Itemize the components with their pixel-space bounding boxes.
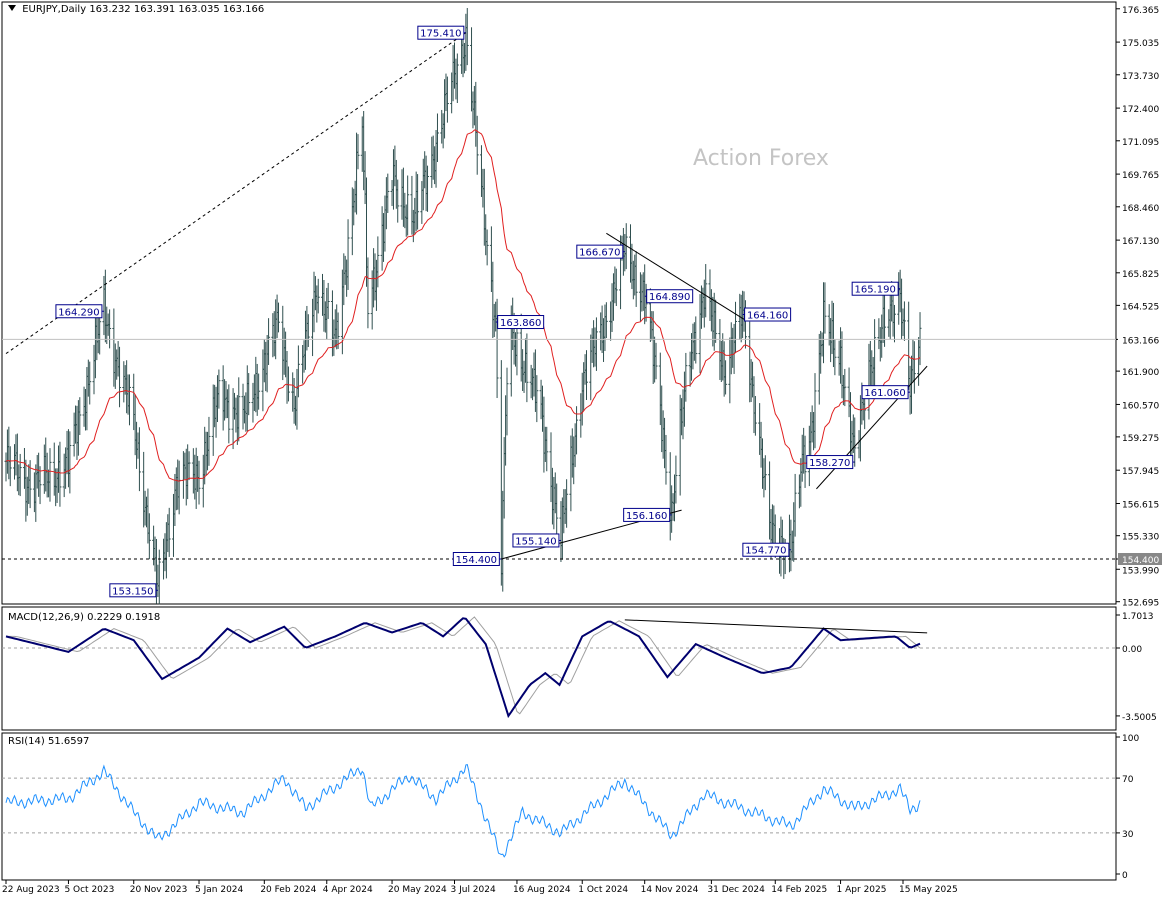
annotation-label: 166.670 [579, 248, 620, 259]
price-axis-label: 163.166 [1122, 336, 1159, 346]
price-axis-label: 175.035 [1122, 39, 1159, 49]
price-axis-badge [1118, 553, 1162, 565]
rsi-pane-frame [1, 732, 1117, 881]
annotation-box [109, 583, 157, 598]
annotation-label: 164.890 [649, 292, 690, 303]
annotation-label: 161.060 [864, 388, 905, 399]
annotation-box [417, 25, 465, 40]
x-axis-label: 20 Feb 2024 [260, 885, 316, 895]
macd-pane-frame [1, 606, 1117, 731]
watermark: Action Forex [693, 146, 829, 171]
price-pane-frame [1, 1, 1117, 605]
macd-signal-line [6, 616, 921, 715]
x-axis-label: 5 Oct 2023 [64, 885, 114, 895]
price-axis-label: 157.945 [1122, 467, 1159, 477]
macd-axis-label: 1.7013 [1122, 612, 1154, 622]
x-axis-label: 3 Jul 2024 [451, 885, 496, 895]
rsi-axis-label: 30 [1122, 830, 1134, 840]
x-axis-label: 14 Feb 2025 [771, 885, 827, 895]
annotation-box [512, 533, 560, 548]
price-axis-label: 156.615 [1122, 501, 1159, 511]
x-axis-label: 14 Nov 2024 [641, 885, 699, 895]
price-axis-label: 153.990 [1122, 566, 1159, 576]
annotation-label: 164.160 [747, 311, 788, 322]
annotation-label: 158.270 [809, 458, 850, 469]
macd-title: MACD(12,26,9) 0.2229 0.1918 [8, 612, 161, 623]
price-axis-label: 155.330 [1122, 533, 1159, 543]
price-axis-label: 169.765 [1122, 171, 1159, 181]
annotation-label: 154.770 [745, 546, 786, 557]
x-axis-label: 1 Oct 2024 [578, 885, 628, 895]
x-axis-label: 22 Aug 2023 [2, 885, 60, 895]
annotation-box [646, 289, 694, 304]
rsi-line [5, 764, 921, 858]
price-axis-label: 167.130 [1122, 237, 1159, 247]
annotation-label: 154.400 [456, 555, 497, 566]
annotation-label: 156.160 [626, 511, 667, 522]
price-axis-label: 173.730 [1122, 72, 1159, 82]
macd-axis-label: -3.5005 [1122, 713, 1157, 723]
macd-line [5, 617, 921, 719]
x-axis-label: 5 Jan 2024 [195, 885, 243, 895]
macd-axis-label: 0.00 [1122, 645, 1142, 655]
annotation-label: 165.190 [854, 285, 895, 296]
x-axis-label: 16 Aug 2024 [513, 885, 571, 895]
annotation-box [861, 385, 909, 400]
x-axis-label: 1 Apr 2025 [837, 885, 887, 895]
annotation-box [497, 315, 545, 330]
chart-header: EURJPY,Daily 163.232 163.391 163.035 163… [8, 4, 264, 15]
x-axis-label: 15 May 2025 [899, 885, 958, 895]
annotation-label: 175.410 [420, 29, 461, 40]
annotation-label: 153.150 [112, 586, 153, 597]
price-axis-label: 161.900 [1122, 368, 1159, 378]
x-axis-label: 4 Apr 2024 [323, 885, 373, 895]
price-axis-label: 159.275 [1122, 434, 1159, 444]
symbol-label: EURJPY,Daily [22, 4, 87, 15]
price-axis-label: 176.365 [1122, 6, 1159, 16]
price-bars-group [4, 8, 922, 605]
annotation-box [742, 542, 790, 557]
annotation-label: 164.290 [58, 307, 99, 318]
x-axis-label: 20 May 2024 [388, 885, 447, 895]
price-axis-label: 172.400 [1122, 105, 1159, 115]
trendline [606, 232, 748, 322]
annotation-label: 163.860 [500, 318, 541, 329]
price-axis-label: 160.570 [1122, 401, 1159, 411]
price-axis-label: 152.695 [1122, 599, 1159, 609]
annotation-box [744, 307, 792, 322]
price-axis-label: 164.525 [1122, 302, 1159, 312]
moving-average-line [5, 129, 921, 482]
price-axis-label: 168.460 [1122, 204, 1159, 214]
annotation-label: 155.140 [515, 536, 556, 547]
rsi-axis-label: 70 [1122, 775, 1134, 785]
macd-trendline [624, 619, 928, 634]
annotation-box [623, 507, 671, 522]
ohlc-values: 163.232 163.391 163.035 163.166 [89, 4, 265, 15]
annotation-box [806, 455, 854, 470]
price-axis-label: 165.825 [1122, 270, 1159, 280]
price-axis-label: 154.400 [1122, 556, 1159, 566]
annotation-box [55, 304, 103, 319]
x-axis-label: 20 Nov 2023 [130, 885, 188, 895]
rsi-axis-label: 100 [1122, 734, 1139, 744]
rsi-axis-label: 0 [1122, 871, 1128, 881]
x-axis-label: 31 Dec 2024 [707, 885, 765, 895]
annotation-box [576, 244, 624, 259]
rsi-title: RSI(14) 51.6597 [8, 736, 90, 747]
annotation-box [851, 281, 899, 296]
price-axis-badge [1118, 333, 1162, 346]
annotation-box [452, 552, 500, 566]
price-axis-label: 171.095 [1122, 138, 1159, 148]
dropdown-triangle-icon[interactable] [8, 5, 16, 11]
